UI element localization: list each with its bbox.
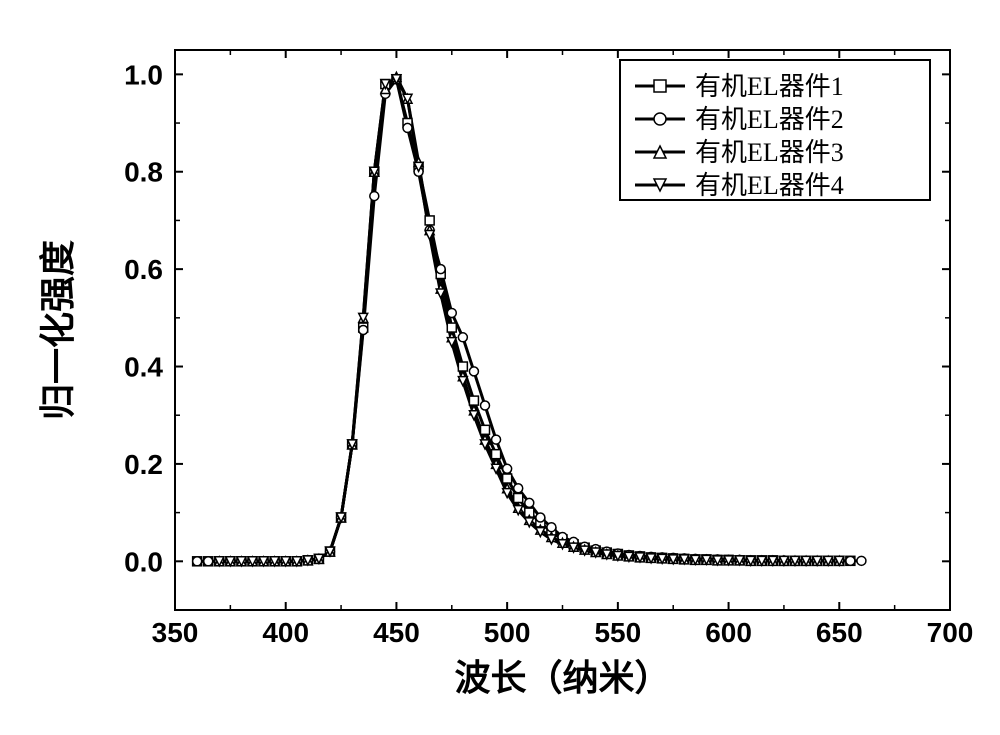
marker-circle [503,464,512,473]
x-tick-label: 350 [152,617,199,648]
x-tick-label: 400 [262,617,309,648]
x-tick-label: 450 [373,617,420,648]
marker-circle [547,523,556,532]
y-tick-label: 1.0 [124,59,163,90]
marker-square [481,425,490,434]
marker-circle [525,498,534,507]
marker-square [492,450,501,459]
marker-circle [857,556,866,565]
marker-circle [492,435,501,444]
y-tick-label: 0.2 [124,449,163,480]
y-tick-label: 0.6 [124,254,163,285]
x-tick-label: 650 [816,617,863,648]
legend-label: 有机EL器件4 [695,171,844,200]
marker-square [503,474,512,483]
marker-circle [204,557,213,566]
marker-circle [469,367,478,376]
marker-circle [481,401,490,410]
y-axis-label: 归一化强度 [37,240,78,420]
marker-circle [458,333,467,342]
legend-label: 有机EL器件2 [695,105,844,134]
x-tick-label: 500 [484,617,531,648]
x-axis-label: 波长（纳米） [454,657,670,698]
marker-square [514,494,523,503]
marker-circle [514,484,523,493]
y-tick-label: 0.0 [124,546,163,577]
marker-circle [193,557,202,566]
marker-circle [359,326,368,335]
marker-circle [654,113,666,125]
y-tick-label: 0.8 [124,157,163,188]
legend-label: 有机EL器件1 [695,72,844,101]
x-tick-label: 700 [927,617,974,648]
marker-square [425,216,434,225]
x-tick-label: 600 [705,617,752,648]
marker-circle [403,123,412,132]
y-tick-label: 0.4 [124,352,163,383]
marker-circle [370,192,379,201]
marker-square [469,396,478,405]
chart-container: 350 400 450 500 550 600 650 700 0.0 0.2 0.4 0.6 0.8 1… [0,0,1000,735]
marker-circle [536,513,545,522]
marker-square [447,323,456,332]
marker-circle [447,308,456,317]
legend-label: 有机EL器件3 [695,138,844,167]
marker-circle [846,556,855,565]
chart-svg: 350 400 450 500 550 600 650 700 0.0 0.2 0.4 0.6 0.8 1… [0,0,1000,735]
marker-square [458,362,467,371]
marker-square [654,80,666,92]
x-tick-label: 550 [594,617,641,648]
marker-circle [436,265,445,274]
